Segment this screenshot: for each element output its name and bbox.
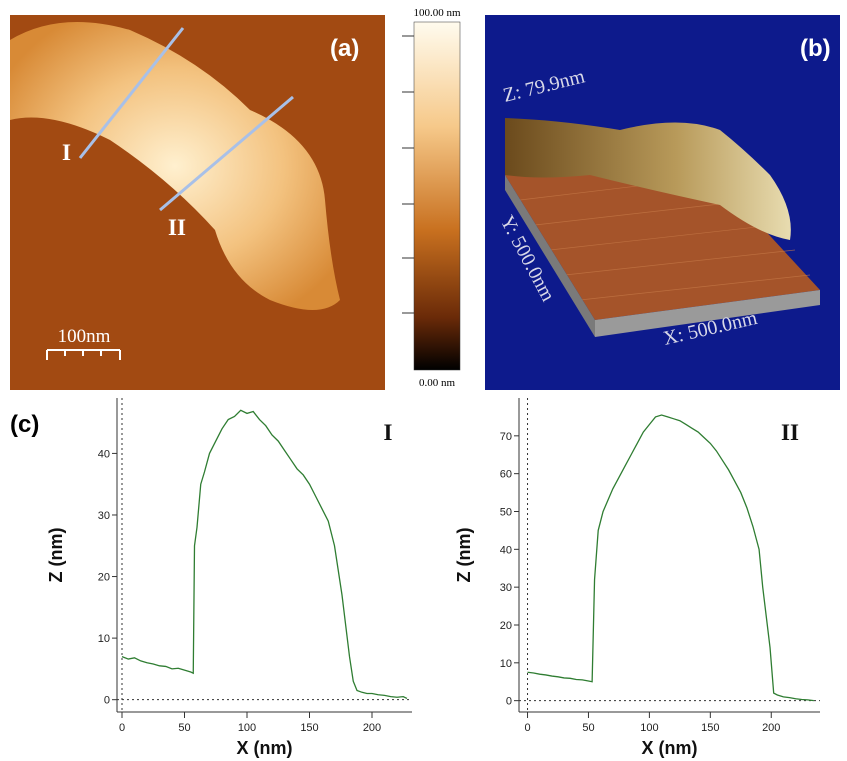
x-tick-label: 0: [524, 722, 530, 734]
y-tick-label: 60: [500, 469, 512, 481]
y-tick-label: 20: [500, 620, 512, 632]
panel-a: I II (a) 100nm 100.00 nm 0.00 nm: [10, 7, 461, 390]
profile-line: [122, 410, 407, 698]
y-tick-label: 50: [500, 506, 512, 518]
panel-b: Z: 79.9nm Y: 500.0nm X: 500.0nm (b): [485, 15, 840, 390]
panel-label: (a): [330, 35, 359, 62]
profile-chart: 0 10 20 30 40 50 60 70 0 50 100 150 200 X (nm) Z (nm) I…: [454, 398, 820, 758]
line-label: II: [168, 215, 186, 240]
panel-label: (c): [10, 411, 39, 438]
y-tick-label: 10: [500, 658, 512, 670]
x-tick-label: 50: [178, 722, 190, 734]
colorbar-min: 0.00 nm: [419, 377, 456, 389]
y-tick-label: 0: [104, 695, 110, 707]
y-tick-label: 40: [98, 448, 110, 460]
x-tick-label: 100: [238, 722, 256, 734]
y-tick-label: 0: [506, 696, 512, 708]
colorbar-max: 100.00 nm: [413, 7, 461, 19]
y-axis-label: Z (nm): [46, 528, 66, 583]
panel-label: (b): [800, 35, 831, 62]
colorbar-ticks: [402, 36, 414, 313]
x-tick-label: 200: [762, 722, 780, 734]
chart-annotation: I: [384, 420, 393, 445]
x-axis-label: X (nm): [642, 738, 698, 758]
y-tick-label: 40: [500, 544, 512, 556]
profile-chart: 0 10 20 30 40 0 50 100 150 200 X (nm) Z (nm) I: [46, 398, 412, 758]
x-tick-label: 150: [300, 722, 318, 734]
y-axis-label: Z (nm): [454, 528, 474, 583]
x-tick-label: 150: [701, 722, 719, 734]
colorbar: [414, 22, 460, 370]
line-label: I: [62, 140, 71, 165]
y-tick-label: 20: [98, 572, 110, 584]
profile-line: [528, 415, 814, 701]
y-tick-label: 30: [500, 582, 512, 594]
figure: I II (a) 100nm 100.00 nm 0.00 nm Z: 7: [0, 0, 847, 761]
y-tick-label: 70: [500, 431, 512, 443]
x-tick-label: 50: [582, 722, 594, 734]
scale-bar-label: 100nm: [58, 326, 111, 347]
y-tick-label: 10: [98, 633, 110, 645]
x-tick-label: 100: [640, 722, 658, 734]
chart-annotation: II: [781, 420, 799, 445]
x-tick-label: 0: [119, 722, 125, 734]
x-axis-label: X (nm): [237, 738, 293, 758]
y-tick-label: 30: [98, 510, 110, 522]
x-tick-label: 200: [363, 722, 381, 734]
